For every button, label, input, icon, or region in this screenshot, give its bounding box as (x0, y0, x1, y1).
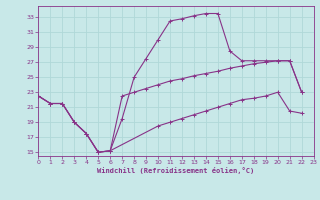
X-axis label: Windchill (Refroidissement éolien,°C): Windchill (Refroidissement éolien,°C) (97, 167, 255, 174)
